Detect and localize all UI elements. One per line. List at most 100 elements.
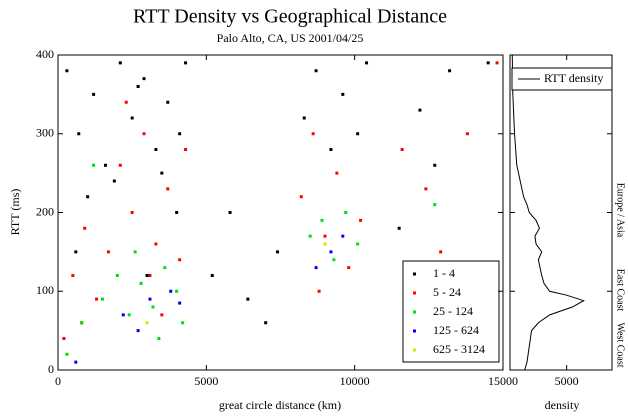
point	[439, 250, 443, 254]
point	[365, 61, 369, 65]
point	[317, 289, 321, 293]
point	[65, 69, 69, 73]
point	[424, 187, 428, 191]
point	[264, 321, 268, 325]
point	[448, 69, 452, 73]
point	[329, 250, 333, 254]
y-tick-label: 100	[36, 283, 54, 297]
legend-label: 625 - 3124	[433, 342, 485, 356]
point	[112, 179, 116, 183]
annotation: East Coast	[615, 269, 626, 312]
x-tick-label: 5000	[194, 374, 218, 388]
point	[175, 211, 179, 214]
point	[210, 274, 214, 277]
point	[486, 61, 490, 65]
point	[136, 85, 140, 88]
point	[92, 163, 96, 167]
point	[115, 274, 119, 277]
point	[130, 116, 134, 120]
legend-marker	[413, 329, 416, 333]
point	[166, 100, 170, 104]
point	[276, 250, 280, 254]
point	[65, 352, 69, 356]
point	[95, 297, 99, 301]
point	[178, 301, 182, 305]
point	[314, 69, 318, 73]
point	[124, 100, 128, 104]
legend-label: 125 - 624	[433, 323, 479, 337]
point	[92, 92, 96, 96]
point	[86, 195, 90, 199]
point	[136, 329, 140, 333]
point	[433, 203, 437, 207]
point	[77, 132, 81, 136]
point	[308, 234, 312, 238]
point	[169, 289, 173, 293]
point	[151, 305, 155, 309]
point	[160, 313, 164, 317]
point	[495, 61, 499, 65]
point	[160, 171, 164, 175]
point	[341, 234, 345, 238]
legend-box	[402, 260, 500, 363]
x-axis-label: great circle distance (km)	[219, 398, 341, 412]
x-tick-label: 10000	[340, 374, 370, 388]
point	[121, 313, 125, 317]
point	[80, 321, 84, 325]
y-axis-label: RTT (ms)	[8, 189, 22, 236]
x-tick-label: 15000	[488, 374, 518, 388]
legend-marker	[413, 291, 416, 295]
point	[178, 258, 182, 262]
point	[175, 289, 179, 293]
point	[166, 187, 170, 191]
point	[433, 163, 437, 167]
chart-subtitle: Palo Alto, CA, US 2001/04/25	[217, 31, 364, 45]
point	[302, 116, 306, 120]
y-tick-label: 300	[36, 126, 54, 140]
point	[142, 132, 146, 136]
plot-frame	[509, 54, 613, 371]
point	[101, 297, 104, 301]
point	[332, 258, 336, 262]
y-tick-label: 0	[48, 362, 54, 376]
point	[142, 77, 146, 81]
point	[154, 242, 158, 246]
point	[118, 61, 122, 65]
annotation: West Coast	[615, 322, 626, 367]
point	[356, 242, 360, 246]
density-line	[511, 54, 585, 371]
legend-marker	[413, 272, 416, 276]
point	[299, 195, 303, 199]
point	[400, 148, 404, 151]
point	[139, 281, 143, 285]
point	[145, 321, 149, 325]
point	[74, 250, 78, 254]
point	[118, 163, 122, 167]
point	[184, 148, 188, 151]
point	[148, 274, 152, 277]
point	[314, 266, 318, 270]
legend-label: 1 - 4	[433, 266, 455, 280]
point	[341, 92, 345, 96]
legend-label: 25 - 124	[433, 304, 473, 318]
x-axis-label: density	[545, 398, 580, 412]
x-tick-label: 0	[55, 374, 61, 388]
point	[418, 108, 422, 112]
point	[228, 211, 232, 214]
legend-marker	[413, 348, 416, 352]
point	[148, 297, 152, 301]
point	[103, 163, 107, 167]
annotation: Europe / Asia	[615, 183, 626, 238]
legend-label: RTT density	[544, 71, 603, 85]
point	[323, 234, 327, 238]
legend-marker	[413, 310, 416, 314]
point	[359, 218, 363, 222]
point	[71, 274, 75, 277]
chart-title: RTT Density vs Geographical Distance	[133, 6, 447, 28]
y-tick-label: 400	[36, 47, 54, 61]
point	[83, 226, 87, 230]
point	[145, 274, 149, 277]
point	[178, 132, 182, 136]
point	[311, 132, 315, 136]
